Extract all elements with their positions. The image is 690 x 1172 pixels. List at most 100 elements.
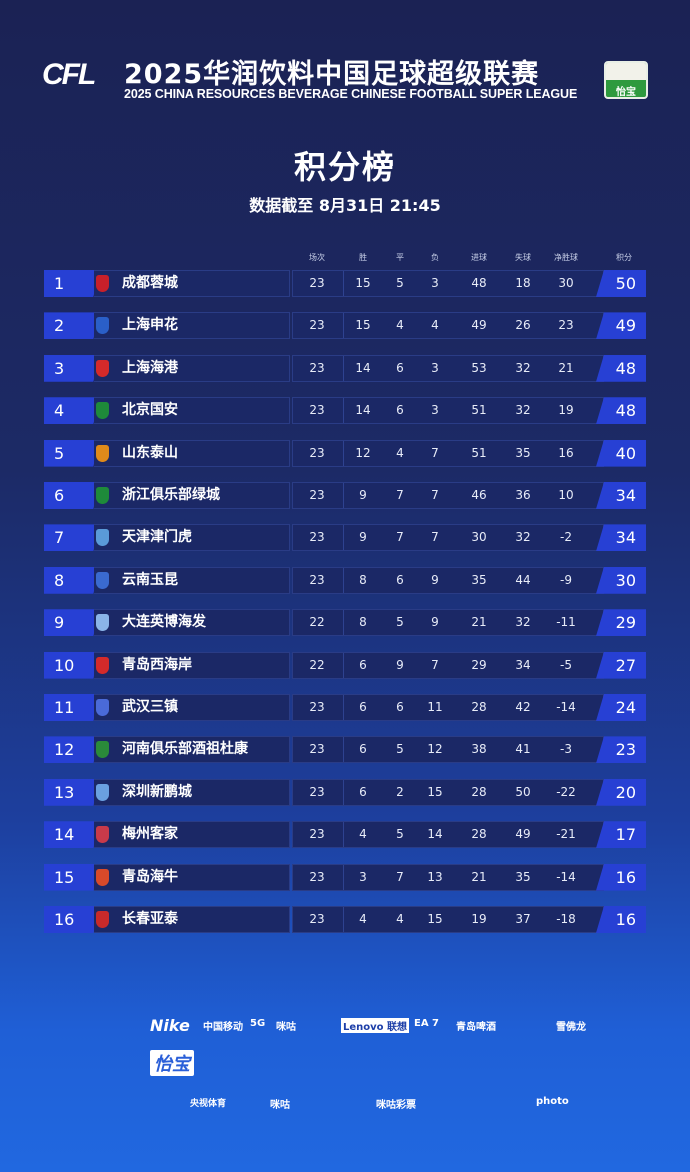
stat-d: 7	[396, 869, 404, 884]
team-name: 成都蓉城	[122, 275, 178, 291]
divider	[343, 695, 344, 720]
divider	[343, 483, 344, 508]
team-cell	[94, 312, 290, 340]
stats-cell	[292, 821, 604, 849]
stats-cell	[292, 906, 604, 933]
team-crest-icon	[96, 275, 109, 292]
stat-gf: 21	[471, 869, 487, 884]
stat-l: 12	[427, 742, 443, 757]
team-name: 梅州客家	[122, 826, 178, 843]
team-name: 深圳新鹏城	[122, 783, 192, 800]
migu-logo: 咪咕	[276, 1022, 296, 1033]
divider	[343, 652, 344, 678]
stat-gd: -2	[560, 530, 572, 545]
stat-w: 14	[355, 360, 371, 375]
stat-gf: 30	[471, 530, 487, 545]
stat-gd: -5	[560, 657, 572, 672]
team-crest-icon	[96, 359, 109, 377]
divider	[343, 440, 344, 466]
stat-ga: 35	[515, 445, 531, 460]
rank: 14	[44, 821, 100, 849]
stat-played: 23	[309, 572, 325, 587]
team-name: 大连英博海发	[122, 614, 206, 631]
team-crest-icon	[96, 571, 109, 589]
points: 27	[596, 651, 646, 679]
points: 30	[596, 566, 646, 594]
stat-l: 3	[431, 276, 439, 290]
stats-cell	[292, 736, 604, 764]
table-row: 13 深圳新鹏城 23 6 2 15 28 50 -22 20	[44, 778, 646, 806]
team-crest-icon	[96, 529, 109, 547]
stat-w: 12	[355, 445, 371, 460]
stat-d: 5	[396, 276, 404, 290]
stat-ga: 32	[515, 530, 531, 545]
points: 34	[596, 482, 646, 509]
stat-gd: -22	[556, 784, 576, 799]
stat-played: 23	[309, 742, 325, 757]
stat-ga: 44	[515, 572, 531, 587]
stat-gd: 21	[558, 360, 574, 375]
stat-gf: 51	[471, 445, 487, 460]
stat-d: 7	[396, 530, 404, 545]
team-name: 长春亚泰	[122, 911, 178, 927]
table-row: 16 长春亚泰 23 4 4 15 19 37 -18 16	[44, 906, 646, 933]
stat-d: 4	[396, 318, 404, 333]
points: 29	[596, 609, 646, 637]
divider	[343, 525, 344, 551]
divider	[343, 271, 344, 296]
stat-played: 23	[309, 784, 325, 799]
table-row: 7 天津津门虎 23 9 7 7 30 32 -2 34	[44, 524, 646, 552]
stat-gf: 28	[471, 827, 487, 842]
stats-cell	[292, 397, 604, 425]
team-cell	[94, 906, 290, 933]
stat-gd: -9	[560, 572, 572, 587]
stat-d: 5	[396, 827, 404, 842]
stat-d: 2	[396, 784, 404, 799]
stat-ga: 32	[515, 615, 531, 630]
stat-w: 3	[359, 869, 367, 884]
column-header: 积分	[616, 253, 632, 262]
stats-cell	[292, 778, 604, 806]
stat-ga: 41	[515, 742, 531, 757]
stat-w: 15	[355, 276, 371, 290]
team-name: 山东泰山	[122, 444, 178, 461]
stat-gf: 46	[471, 488, 487, 502]
stat-w: 6	[359, 784, 367, 799]
stat-played: 23	[309, 445, 325, 460]
table-row: 15 青岛海牛 23 3 7 13 21 35 -14 16	[44, 863, 646, 891]
stat-d: 6	[396, 700, 404, 714]
stat-d: 4	[396, 445, 404, 460]
stat-ga: 49	[515, 827, 531, 842]
cctv-sports-logo: 央视体育	[190, 1099, 227, 1109]
stat-played: 22	[309, 657, 325, 672]
stat-gd: -11	[556, 615, 576, 630]
stat-w: 8	[359, 615, 367, 630]
stats-cell	[292, 651, 604, 679]
stat-gd: -14	[556, 700, 576, 714]
rank: 7	[44, 524, 100, 552]
stat-d: 7	[396, 488, 404, 502]
rank: 3	[44, 354, 100, 382]
stat-d: 9	[396, 657, 404, 672]
column-header: 净胜球	[554, 253, 578, 262]
rank: 6	[44, 482, 100, 509]
sponsor-badge-logo: 怡宝	[604, 61, 648, 99]
stat-l: 9	[431, 615, 439, 630]
stats-cell	[292, 270, 604, 297]
team-crest-icon	[96, 614, 109, 632]
stat-l: 3	[431, 360, 439, 375]
stat-l: 7	[431, 657, 439, 672]
yibao-logo: 怡宝	[150, 1050, 194, 1076]
stat-d: 5	[396, 615, 404, 630]
stat-l: 11	[427, 700, 443, 714]
divider	[343, 355, 344, 381]
stat-d: 5	[396, 742, 404, 757]
stat-l: 7	[431, 530, 439, 545]
stat-played: 23	[309, 488, 325, 502]
team-crest-icon	[96, 317, 109, 335]
team-crest-icon	[96, 783, 109, 801]
stat-gd: 30	[558, 276, 574, 290]
team-cell	[94, 524, 290, 552]
column-header: 失球	[515, 253, 531, 262]
table-row: 14 梅州客家 23 4 5 14 28 49 -21 17	[44, 821, 646, 849]
